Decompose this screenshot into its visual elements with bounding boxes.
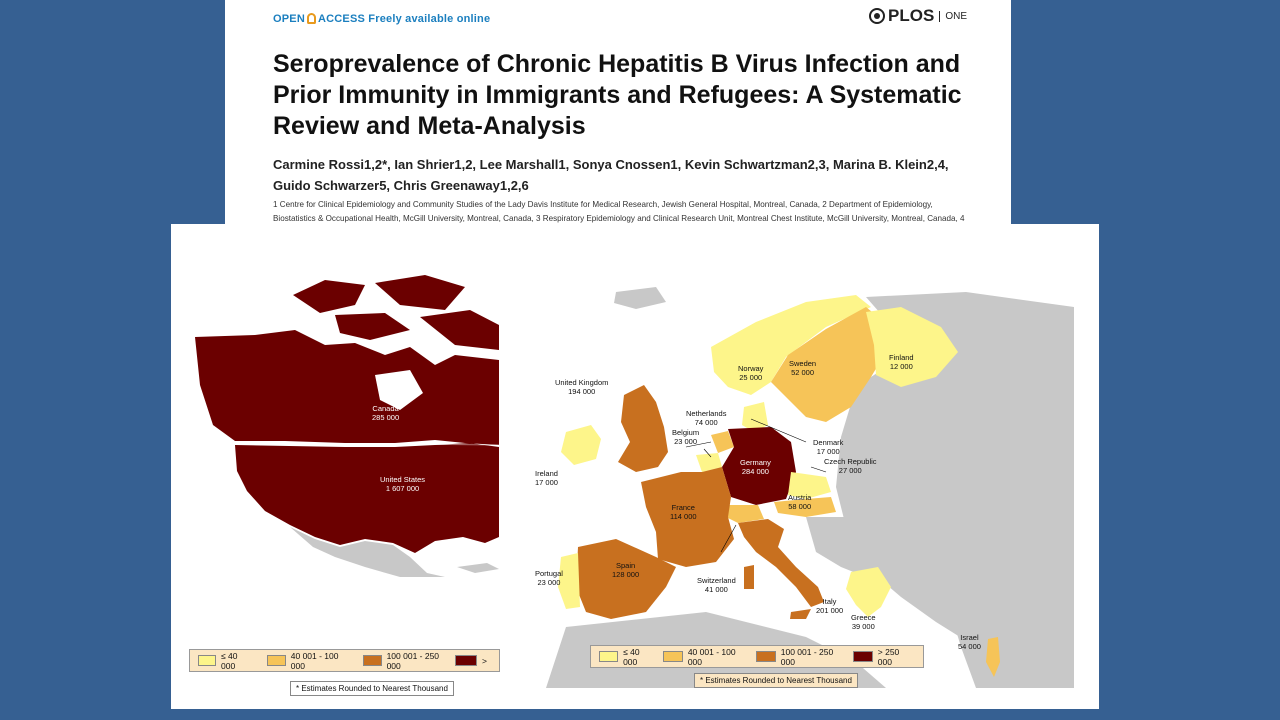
legend-item: 40 001 - 100 000 [663, 647, 744, 667]
france-label: France 114 000 [670, 503, 697, 521]
europe-map [506, 267, 1074, 688]
switzerland-label: Switzerland 41 000 [697, 576, 736, 594]
eu-estimates-note: * Estimates Rounded to Nearest Thousand [694, 673, 858, 688]
netherlands-label: Netherlands 74 000 [686, 409, 727, 427]
freely-available-label: Freely available online [368, 13, 491, 25]
denmark-label: Denmark 17 000 [813, 438, 844, 456]
germany-label: Germany 284 000 [740, 458, 771, 476]
legend-swatch-low [198, 655, 216, 666]
article-header: OPEN ACCESS Freely available online PLOS … [225, 0, 1011, 262]
plos-label: PLOS [888, 6, 935, 25]
finland-label: Finland 12 000 [889, 353, 914, 371]
czech-republic-label: Czech Republic 27 000 [824, 457, 877, 475]
legend-swatch-mid [663, 651, 683, 662]
austria-label: Austria 58 000 [788, 493, 812, 511]
legend-swatch-mid [267, 655, 286, 666]
author-list: Carmine Rossi1,2*, Ian Shrier1,2, Lee Ma… [273, 157, 949, 193]
open-access-lock-icon [306, 13, 316, 24]
one-label: ONE [939, 10, 967, 22]
israel-label: Israel 54 000 [958, 633, 981, 651]
ireland-label: Ireland 17 000 [535, 469, 558, 487]
legend-item: ≤ 40 000 [591, 647, 651, 667]
canada-label: Canada 285 000 [372, 404, 400, 422]
sweden-label: Sweden 52 000 [789, 359, 817, 377]
legend-item: > 250 000 [853, 647, 911, 667]
legend-swatch-low [599, 651, 619, 662]
legend-item: 100 001 - 250 000 [355, 651, 443, 671]
legend-item: 40 001 - 100 000 [259, 651, 343, 671]
open-access-banner: OPEN ACCESS Freely available online [273, 13, 490, 25]
greece-label: Greece 39 000 [851, 613, 876, 631]
na-estimates-note: * Estimates Rounded to Nearest Thousand [290, 681, 454, 696]
legend-swatch-top [853, 651, 873, 662]
plos-logo-icon [869, 8, 886, 24]
portugal-label: Portugal 23 000 [535, 569, 563, 587]
legend-item: > [455, 655, 487, 666]
spain-label: Spain 128 000 [612, 561, 640, 579]
north-america-map [195, 275, 499, 577]
na-legend: ≤ 40 000 40 001 - 100 000 100 001 - 250 … [189, 649, 500, 672]
legend-item: ≤ 40 000 [190, 651, 247, 671]
eu-legend: ≤ 40 000 40 001 - 100 000 100 001 - 250 … [590, 645, 924, 668]
norway-label: Norway 25 000 [738, 364, 764, 382]
italy-label: Italy 201 000 [816, 597, 844, 615]
article-title: Seroprevalence of Chronic Hepatitis B Vi… [273, 50, 962, 140]
access-label: ACCESS [317, 13, 366, 25]
belgium-label: Belgium 23 000 [672, 428, 700, 446]
legend-item: 100 001 - 250 000 [756, 647, 841, 667]
legend-swatch-high [756, 651, 776, 662]
uk-label: United Kingdom 194 000 [555, 378, 609, 396]
open-label: OPEN [273, 13, 305, 25]
plos-one-logo: PLOS ONE [869, 6, 967, 26]
legend-swatch-top [455, 655, 478, 666]
legend-swatch-high [363, 655, 382, 666]
united-states-label: United States 1 607 000 [380, 475, 426, 493]
